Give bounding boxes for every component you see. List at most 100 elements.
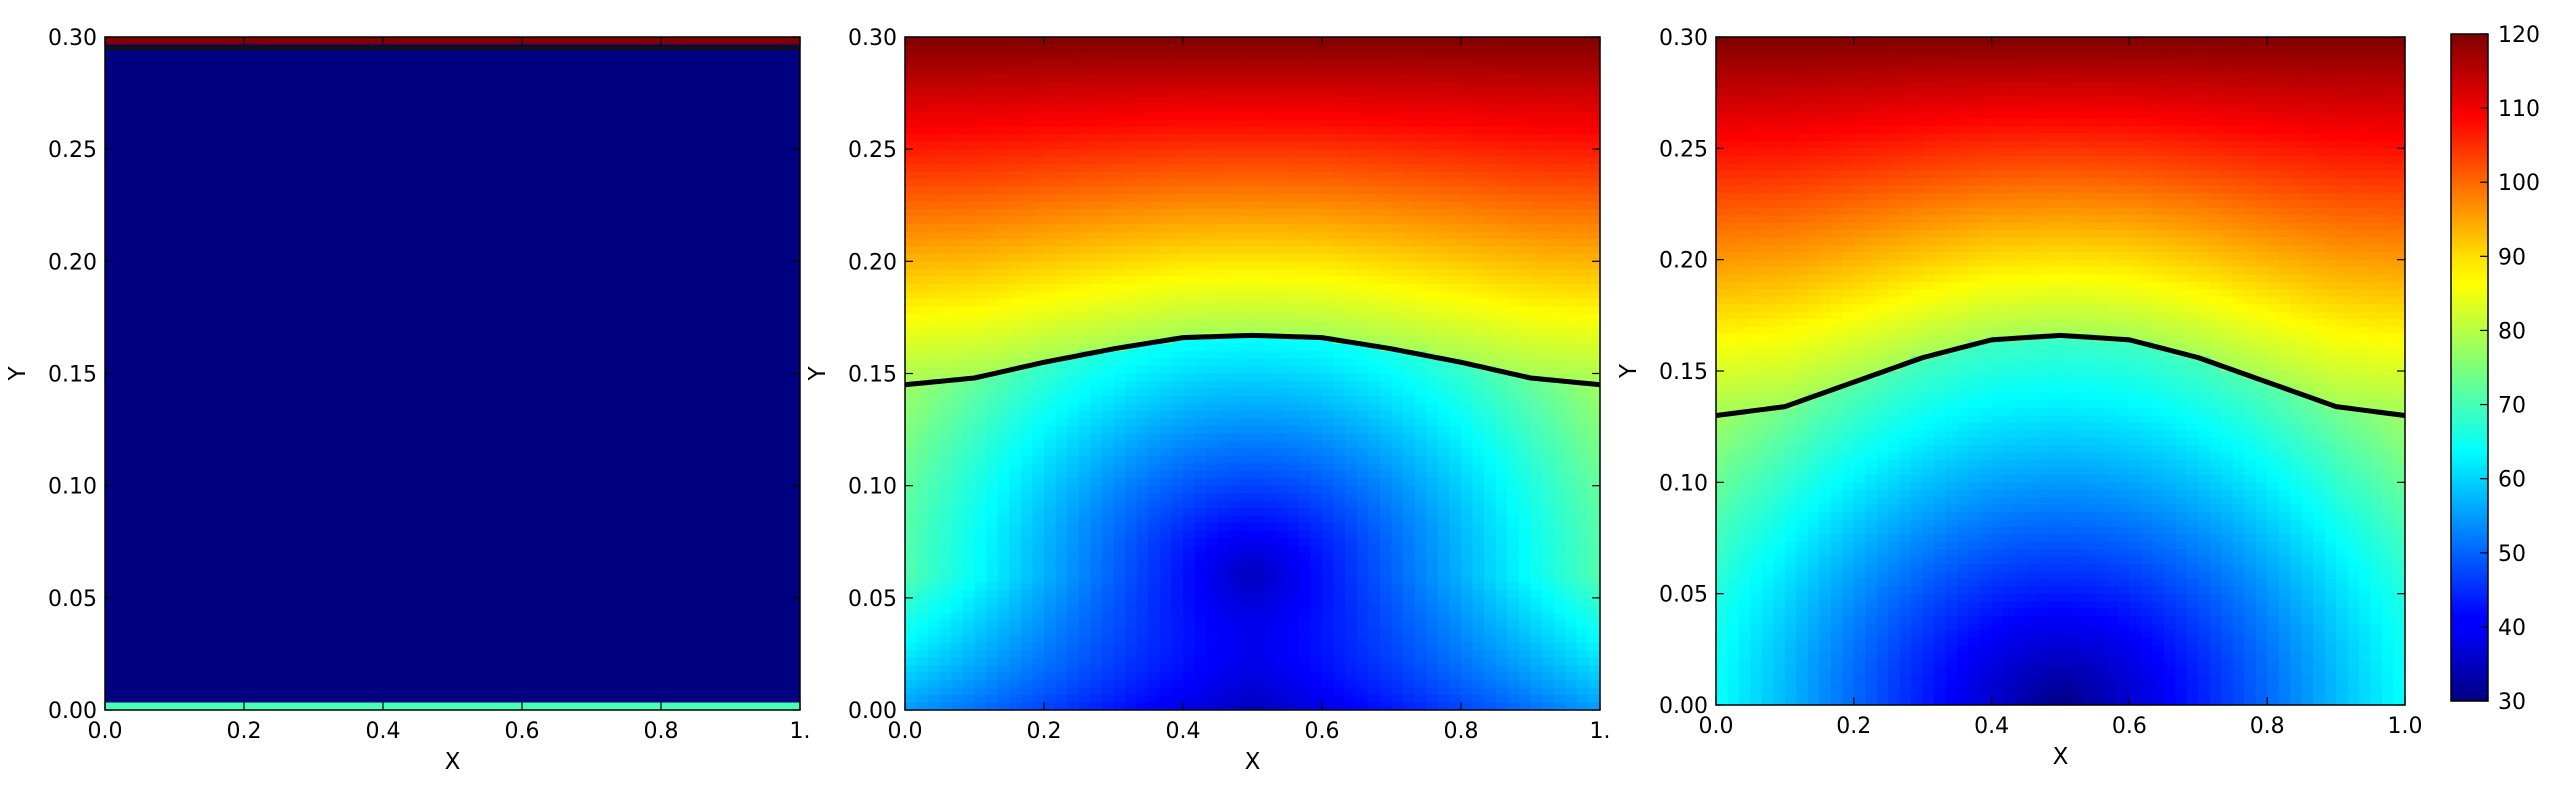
heatmap-cell — [186, 253, 199, 262]
heatmap-cell — [545, 313, 558, 322]
heatmap-cell — [209, 164, 222, 173]
heatmap-cell — [672, 111, 685, 120]
heatmap-cell — [359, 485, 373, 494]
heatmap-cell — [568, 231, 581, 240]
heatmap-cell — [568, 612, 581, 621]
heatmap-cell — [695, 373, 708, 382]
heatmap-cell — [591, 560, 604, 569]
heatmap-cell — [637, 171, 651, 180]
heatmap-cell — [429, 179, 442, 188]
heatmap-cell — [695, 261, 708, 270]
heatmap-cell — [417, 74, 430, 83]
heatmap-cell — [116, 508, 129, 517]
heatmap-cell — [452, 560, 465, 569]
heatmap-cell — [637, 328, 651, 337]
heatmap-cell — [220, 508, 234, 517]
heatmap-cell — [487, 291, 500, 300]
heatmap-cell — [579, 179, 593, 188]
heatmap-cell — [510, 620, 523, 629]
heatmap-cell — [197, 560, 210, 569]
heatmap-cell — [614, 216, 627, 225]
heatmap-cell — [661, 582, 674, 591]
heatmap-cell — [753, 433, 766, 442]
heatmap-cell — [186, 552, 199, 562]
heatmap-cell — [116, 403, 129, 412]
heatmap-cell — [105, 463, 118, 472]
heatmap-cell — [162, 96, 176, 105]
heatmap-cell — [383, 283, 396, 292]
heatmap-cell — [244, 253, 257, 262]
heatmap-cell — [649, 612, 662, 621]
heatmap-cell — [255, 433, 268, 442]
heatmap-cell — [220, 111, 234, 120]
heatmap-cell — [556, 508, 569, 517]
heatmap-cell — [174, 96, 187, 105]
heatmap-cell — [429, 351, 442, 360]
heatmap-cell — [139, 171, 152, 180]
heatmap-cell — [429, 530, 442, 539]
heatmap-cell — [591, 440, 604, 449]
heatmap-cell — [429, 111, 442, 120]
heatmap-cell — [429, 418, 442, 427]
heatmap-cell — [220, 351, 234, 360]
heatmap-cell — [440, 126, 454, 135]
heatmap-cell — [220, 597, 234, 606]
heatmap-cell — [383, 336, 396, 345]
heatmap-cell — [174, 179, 187, 188]
heatmap-cell — [394, 366, 407, 375]
heatmap-cell — [209, 104, 222, 113]
heatmap-cell — [417, 291, 430, 300]
heatmap-cell — [556, 119, 569, 128]
heatmap-cell — [116, 418, 129, 427]
heatmap-cell — [232, 650, 245, 659]
heatmap-cell — [116, 66, 129, 75]
heatmap-cell — [522, 500, 535, 509]
heatmap-cell — [128, 545, 141, 554]
heatmap-cell — [452, 253, 465, 262]
heatmap-cell — [336, 635, 349, 644]
heatmap-cell — [556, 523, 569, 532]
heatmap-cell — [336, 51, 349, 61]
heatmap-cell — [649, 605, 662, 614]
heatmap-cell — [730, 253, 743, 262]
heatmap-cell — [695, 66, 708, 75]
heatmap-cell — [579, 134, 593, 143]
heatmap-cell — [186, 149, 199, 158]
heatmap-cell — [383, 567, 396, 576]
heatmap-cell — [371, 261, 384, 270]
heatmap-cell — [232, 291, 245, 300]
heatmap-cell — [336, 380, 349, 390]
heatmap-cell — [637, 156, 651, 165]
heatmap-cell — [255, 126, 268, 135]
heatmap-cell — [533, 530, 546, 539]
heatmap-cell — [244, 627, 257, 636]
heatmap-cell — [591, 231, 604, 240]
heatmap-cell — [776, 194, 790, 203]
heatmap-cell — [614, 298, 627, 307]
heatmap-cell — [174, 298, 187, 307]
heatmap-cell — [765, 253, 778, 262]
heatmap-cell — [498, 223, 512, 233]
heatmap-cell — [394, 410, 407, 419]
heatmap-cell — [313, 306, 326, 315]
heatmap-cell — [105, 328, 118, 337]
heatmap-cell — [359, 81, 373, 90]
heatmap-cell — [371, 620, 384, 629]
heatmap-cell — [510, 538, 523, 547]
heatmap-cell — [186, 186, 199, 195]
heatmap-cell — [776, 276, 790, 285]
heatmap-cell — [417, 111, 430, 120]
heatmap-cell — [626, 253, 639, 262]
heatmap-cell — [452, 149, 465, 158]
heatmap-cell — [718, 560, 732, 569]
heatmap-cell — [684, 508, 697, 517]
heatmap-cell — [105, 321, 118, 330]
heatmap-cell — [452, 418, 465, 427]
heatmap-cell — [325, 470, 338, 479]
heatmap-cell — [556, 560, 569, 569]
heatmap-cell — [718, 395, 732, 405]
heatmap-cell — [487, 104, 500, 113]
heatmap-cell — [232, 96, 245, 105]
heatmap-cell — [661, 126, 674, 135]
heatmap-cell — [730, 179, 743, 188]
